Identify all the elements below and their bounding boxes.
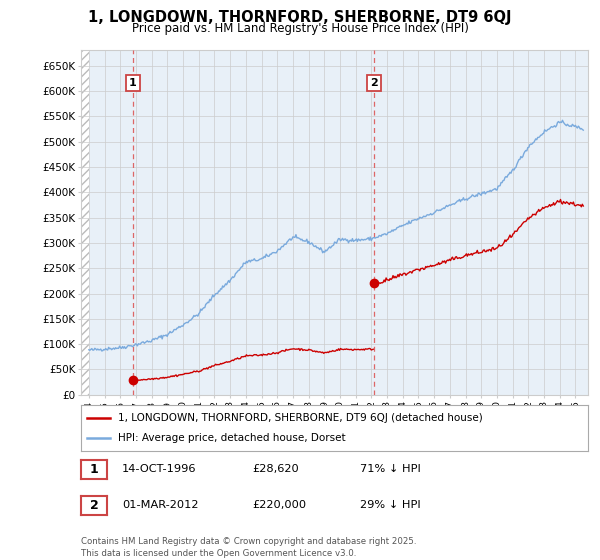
Text: 1, LONGDOWN, THORNFORD, SHERBORNE, DT9 6QJ: 1, LONGDOWN, THORNFORD, SHERBORNE, DT9 6… <box>88 10 512 25</box>
Text: HPI: Average price, detached house, Dorset: HPI: Average price, detached house, Dors… <box>118 433 346 444</box>
Text: £28,620: £28,620 <box>252 464 299 474</box>
Text: £220,000: £220,000 <box>252 500 306 510</box>
Text: 01-MAR-2012: 01-MAR-2012 <box>122 500 198 510</box>
Bar <box>81 50 89 395</box>
Text: 71% ↓ HPI: 71% ↓ HPI <box>360 464 421 474</box>
Text: Contains HM Land Registry data © Crown copyright and database right 2025.
This d: Contains HM Land Registry data © Crown c… <box>81 537 416 558</box>
Text: 1: 1 <box>129 78 137 88</box>
Text: 2: 2 <box>370 78 378 88</box>
Text: 14-OCT-1996: 14-OCT-1996 <box>122 464 196 474</box>
Text: 1: 1 <box>89 463 98 476</box>
Text: 1, LONGDOWN, THORNFORD, SHERBORNE, DT9 6QJ (detached house): 1, LONGDOWN, THORNFORD, SHERBORNE, DT9 6… <box>118 413 483 423</box>
Text: 29% ↓ HPI: 29% ↓ HPI <box>360 500 421 510</box>
Text: Price paid vs. HM Land Registry's House Price Index (HPI): Price paid vs. HM Land Registry's House … <box>131 22 469 35</box>
Text: 2: 2 <box>89 498 98 512</box>
